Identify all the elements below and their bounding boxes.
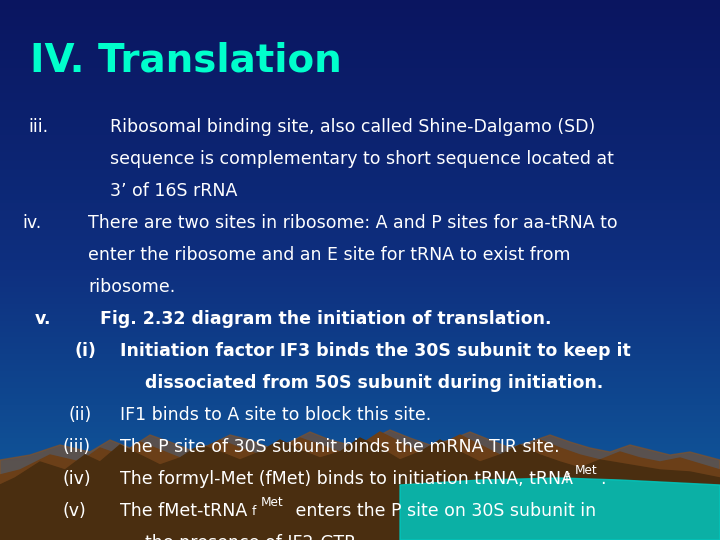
Text: .: . xyxy=(600,470,606,488)
Polygon shape xyxy=(0,485,720,540)
Text: The formyl-Met (fMet) binds to initiation tRNA, tRNA: The formyl-Met (fMet) binds to initiatio… xyxy=(120,470,573,488)
Text: dissociated from 50S subunit during initiation.: dissociated from 50S subunit during init… xyxy=(145,374,603,392)
Text: IV. Translation: IV. Translation xyxy=(30,42,342,80)
Text: f: f xyxy=(565,473,570,486)
Text: The fMet-tRNA: The fMet-tRNA xyxy=(120,502,247,520)
Text: ribosome.: ribosome. xyxy=(88,278,175,296)
Text: (ii): (ii) xyxy=(68,406,91,424)
Text: The P site of 30S subunit binds the mRNA TIR site.: The P site of 30S subunit binds the mRNA… xyxy=(120,438,559,456)
Text: (iii): (iii) xyxy=(62,438,90,456)
Text: Fig. 2.32 diagram the initiation of translation.: Fig. 2.32 diagram the initiation of tran… xyxy=(100,310,552,328)
Text: iv.: iv. xyxy=(22,214,41,232)
Text: enters the P site on 30S subunit in: enters the P site on 30S subunit in xyxy=(290,502,596,520)
Text: iii.: iii. xyxy=(28,118,48,136)
Polygon shape xyxy=(0,430,720,540)
Text: (v): (v) xyxy=(62,502,86,520)
Text: IF1 binds to A site to block this site.: IF1 binds to A site to block this site. xyxy=(120,406,431,424)
Text: Met: Met xyxy=(261,496,284,509)
Text: 3’ of 16S rRNA: 3’ of 16S rRNA xyxy=(110,182,238,200)
Text: There are two sites in ribosome: A and P sites for aa-tRNA to: There are two sites in ribosome: A and P… xyxy=(88,214,618,232)
Text: (i): (i) xyxy=(75,342,97,360)
Polygon shape xyxy=(0,432,720,540)
Text: the presence of IF2-GTP.: the presence of IF2-GTP. xyxy=(145,534,357,540)
Polygon shape xyxy=(0,505,720,540)
Text: (iv): (iv) xyxy=(62,470,91,488)
Text: enter the ribosome and an E site for tRNA to exist from: enter the ribosome and an E site for tRN… xyxy=(88,246,570,264)
Polygon shape xyxy=(350,470,720,540)
Text: sequence is complementary to short sequence located at: sequence is complementary to short seque… xyxy=(110,150,614,168)
Text: f: f xyxy=(252,505,256,518)
Polygon shape xyxy=(0,438,720,540)
Text: Ribosomal binding site, also called Shine-Dalgamo (SD): Ribosomal binding site, also called Shin… xyxy=(110,118,595,136)
Text: v.: v. xyxy=(35,310,52,328)
Text: Met: Met xyxy=(575,464,598,477)
Polygon shape xyxy=(400,478,720,540)
Text: Initiation factor IF3 binds the 30S subunit to keep it: Initiation factor IF3 binds the 30S subu… xyxy=(120,342,631,360)
